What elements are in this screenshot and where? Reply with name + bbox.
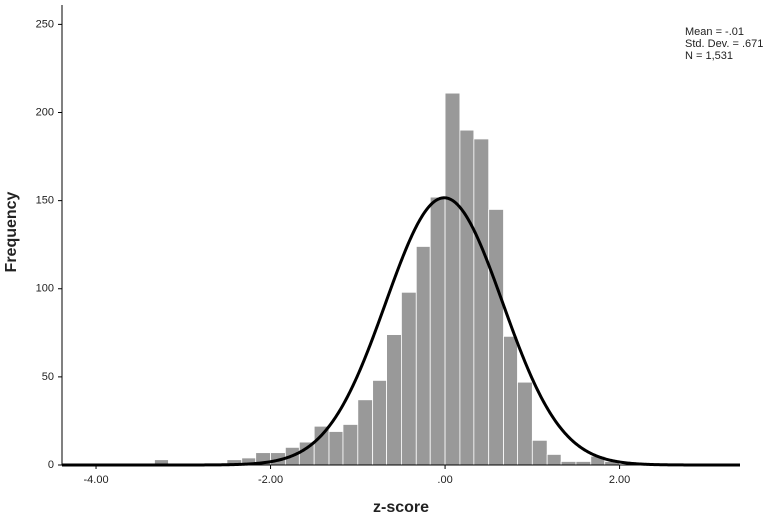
x-tick-label: .00 [437, 474, 452, 486]
y-tick-label: 250 [36, 18, 54, 30]
y-axis-title: Frequency [3, 191, 20, 272]
bar [488, 209, 504, 466]
y-tick-label: 50 [42, 371, 54, 383]
bar [342, 424, 359, 466]
bar [357, 399, 374, 466]
y-tick-label: 100 [36, 283, 54, 295]
bar [415, 246, 431, 466]
x-tick-label: -4.00 [83, 474, 108, 486]
bar [372, 380, 388, 466]
x-tick-label: -2.00 [258, 474, 283, 486]
stats-label: Std. Dev. = .671 [685, 38, 763, 50]
bar [429, 196, 446, 466]
bar [386, 334, 402, 466]
y-tick-label: 150 [36, 195, 54, 207]
x-axis-title: z-score [373, 499, 429, 516]
stats-label: N = 1,531 [685, 50, 733, 62]
bar [560, 461, 577, 466]
bar [459, 129, 475, 466]
bar [517, 381, 533, 466]
bar [328, 431, 344, 466]
bar [473, 138, 490, 466]
stats-label: Mean = -.01 [685, 26, 744, 38]
bar [503, 335, 518, 466]
y-tick-label: 0 [48, 459, 54, 471]
x-tick-label: 2.00 [609, 474, 630, 486]
bar [313, 425, 330, 466]
bar [575, 461, 592, 466]
bar [531, 439, 548, 466]
bar [546, 454, 562, 466]
bar [401, 291, 417, 466]
y-tick-label: 200 [36, 106, 54, 118]
bar [444, 92, 461, 466]
